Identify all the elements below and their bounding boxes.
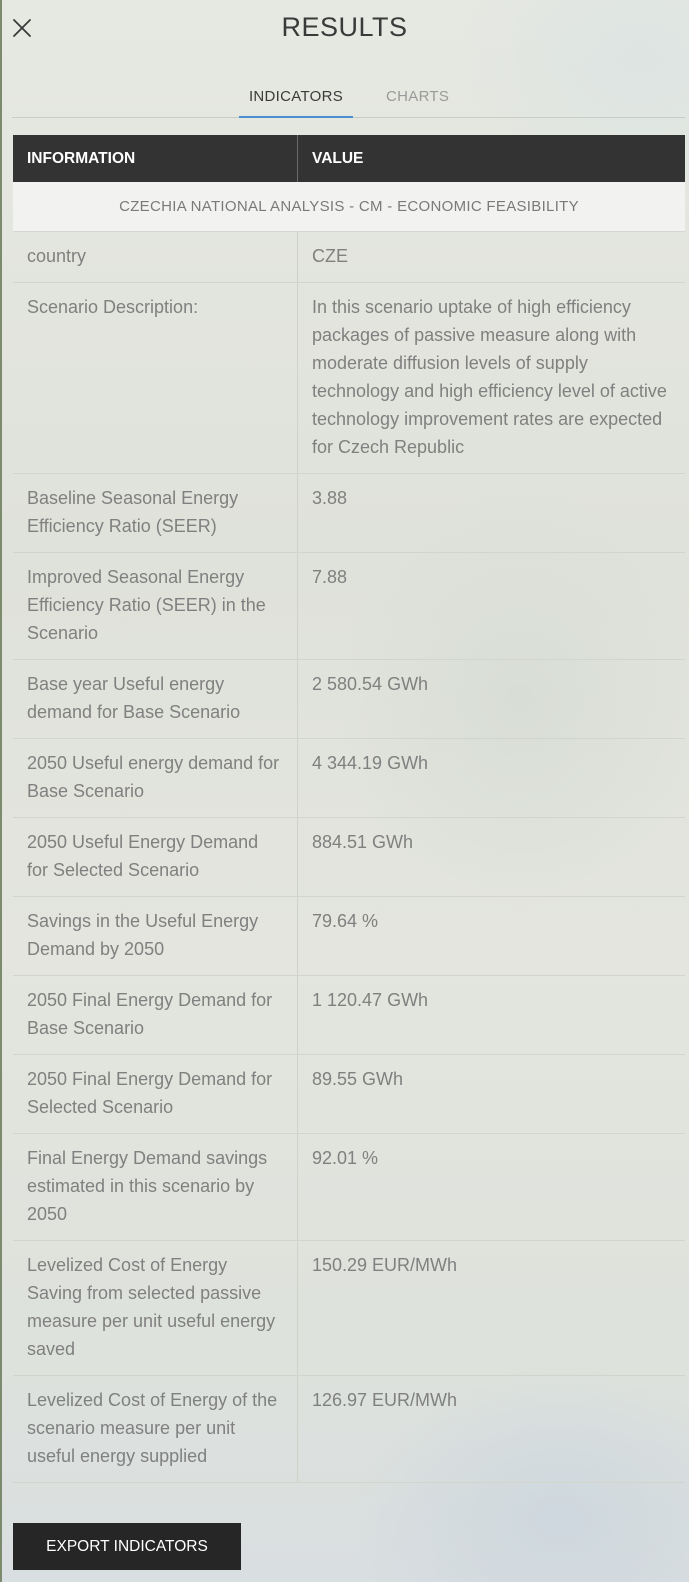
close-icon (13, 19, 31, 37)
row-value: CZE (312, 246, 348, 266)
row-information: Base year Useful energy demand for Base … (13, 660, 298, 738)
row-value: 1 120.47 GWh (312, 990, 429, 1010)
close-button[interactable] (10, 16, 34, 40)
table-row: Levelized Cost of Energy of the scenario… (13, 1376, 685, 1483)
table-header: INFORMATION VALUE (13, 135, 685, 182)
row-information: Scenario Description: (13, 283, 298, 473)
table-row: Scenario Description: In this scenario up… (13, 283, 685, 474)
row-value: 7.88 (312, 567, 348, 587)
column-header-value: VALUE (312, 149, 364, 167)
column-header-information: INFORMATION (13, 135, 298, 182)
row-value: 89.55 GWh (312, 1069, 404, 1089)
section-title: CZECHIA NATIONAL ANALYSIS - CM - ECONOMI… (13, 182, 685, 232)
indicators-table: INFORMATION VALUE CZECHIA NATIONAL ANALY… (13, 135, 685, 1483)
table-row: 2050 Final Energy Demand for Base Scenar… (13, 976, 685, 1055)
row-information: country (13, 232, 298, 282)
row-value: 2 580.54 GWh (312, 674, 429, 694)
row-information: Improved Seasonal Energy Efficiency Rati… (13, 553, 298, 659)
page-title: RESULTS (281, 12, 408, 42)
tab-charts[interactable]: CHARTS (386, 88, 450, 105)
table-row: Improved Seasonal Energy Efficiency Rati… (13, 553, 685, 660)
row-value: 4 344.19 GWh (312, 753, 429, 773)
row-value: 884.51 GWh (312, 832, 414, 852)
results-header: RESULTS (0, 0, 689, 58)
row-value: In this scenario uptake of high efficien… (312, 297, 667, 457)
row-value: 79.64 % (312, 911, 379, 931)
row-information: 2050 Useful Energy Demand for Selected S… (13, 818, 298, 896)
table-row: Savings in the Useful Energy Demand by 2… (13, 897, 685, 976)
table-row: country CZE (13, 232, 685, 283)
row-value: 3.88 (312, 488, 348, 508)
table-row: Base year Useful energy demand for Base … (13, 660, 685, 739)
row-value: 150.29 EUR/MWh (312, 1255, 458, 1275)
row-value: 92.01 % (312, 1148, 379, 1168)
export-indicators-button[interactable]: EXPORT INDICATORS (13, 1523, 241, 1570)
table-row: Final Energy Demand savings estimated in… (13, 1134, 685, 1241)
row-information: Final Energy Demand savings estimated in… (13, 1134, 298, 1240)
row-value: 126.97 EUR/MWh (312, 1390, 458, 1410)
row-information: 2050 Final Energy Demand for Selected Sc… (13, 1055, 298, 1133)
row-information: 2050 Final Energy Demand for Base Scenar… (13, 976, 298, 1054)
row-information: 2050 Useful energy demand for Base Scena… (13, 739, 298, 817)
table-row: Levelized Cost of Energy Saving from sel… (13, 1241, 685, 1376)
table-row: Baseline Seasonal Energy Efficiency Rati… (13, 474, 685, 553)
row-information: Savings in the Useful Energy Demand by 2… (13, 897, 298, 975)
table-body: country CZE Scenario Description: In this s… (13, 232, 685, 1483)
table-row: 2050 Useful Energy Demand for Selected S… (13, 818, 685, 897)
row-information: Baseline Seasonal Energy Efficiency Rati… (13, 474, 298, 552)
tab-indicators[interactable]: INDICATORS (239, 88, 353, 118)
row-information: Levelized Cost of Energy of the scenario… (13, 1376, 298, 1482)
background-strip (0, 0, 2, 1582)
table-row: 2050 Useful energy demand for Base Scena… (13, 739, 685, 818)
results-tabs: INDICATORS CHARTS (12, 80, 685, 118)
table-row: 2050 Final Energy Demand for Selected Sc… (13, 1055, 685, 1134)
row-information: Levelized Cost of Energy Saving from sel… (13, 1241, 298, 1375)
